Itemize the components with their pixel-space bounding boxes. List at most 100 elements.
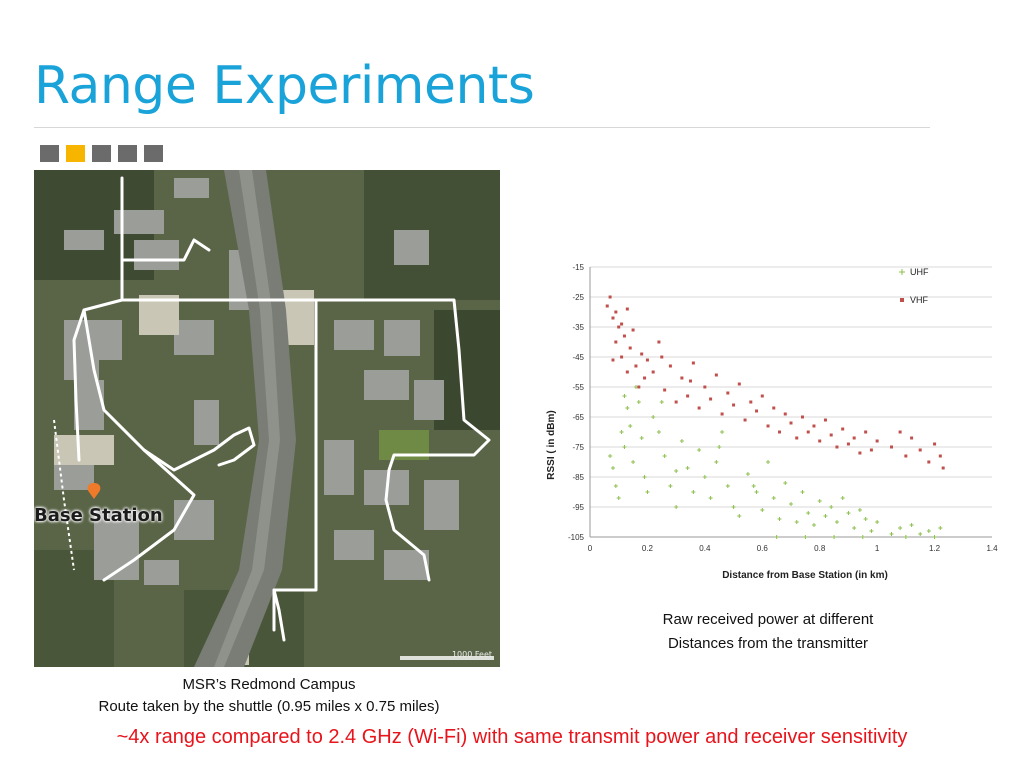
- map-caption-line1: MSR’s Redmond Campus: [182, 676, 356, 693]
- chart-point-vhf: [818, 439, 822, 443]
- chart-point-vhf: [927, 460, 931, 464]
- chart-point-uhf: [745, 472, 750, 476]
- chart-point-vhf: [643, 376, 647, 380]
- chart-point-uhf: [674, 505, 679, 509]
- chart-point-uhf: [783, 481, 788, 485]
- chart-point-uhf: [725, 484, 730, 488]
- chart-point-uhf: [823, 514, 828, 518]
- chart-y-tick-label: -105: [568, 533, 585, 542]
- chart-point-uhf: [774, 535, 779, 539]
- chart-point-uhf: [834, 520, 839, 524]
- progress-square-active: [66, 145, 85, 162]
- base-station-pin-icon: [87, 483, 101, 499]
- chart-point-vhf: [689, 379, 692, 383]
- chart-point-vhf: [846, 442, 850, 446]
- chart-point-uhf: [679, 439, 684, 443]
- chart-point-vhf: [680, 376, 684, 380]
- chart-point-uhf: [616, 496, 621, 500]
- map-caption: MSR’s Redmond Campus Route taken by the …: [34, 674, 504, 718]
- chart-point-vhf: [772, 406, 776, 410]
- chart-point-uhf: [610, 466, 615, 470]
- chart-x-axis-label: Distance from Base Station (in km): [722, 570, 888, 581]
- aerial-map-image: [34, 170, 500, 667]
- chart-point-uhf: [625, 406, 630, 410]
- chart-point-uhf: [829, 505, 834, 509]
- chart-point-vhf: [898, 430, 902, 434]
- chart-point-vhf: [631, 328, 635, 332]
- chart-point-vhf: [614, 310, 618, 314]
- chart-points: [605, 295, 945, 539]
- chart-point-vhf: [611, 316, 615, 320]
- chart-legend: UHF VHF: [899, 267, 929, 305]
- chart-x-tick-label: 1.2: [929, 544, 941, 553]
- chart-point-vhf: [800, 415, 804, 419]
- chart-point-uhf: [800, 490, 805, 494]
- chart-point-uhf: [875, 520, 880, 524]
- chart-point-uhf: [811, 523, 816, 527]
- chart-point-vhf: [933, 442, 937, 446]
- chart-point-uhf: [938, 526, 943, 530]
- chart-y-tick-label: -55: [572, 383, 584, 392]
- chart-point-vhf: [841, 427, 845, 431]
- map-scale-label: 1000 Feet: [451, 650, 492, 659]
- chart-point-vhf: [657, 340, 661, 344]
- chart-point-vhf: [890, 445, 893, 449]
- chart-x-tick-label: 1.4: [986, 544, 998, 553]
- chart-x-tick-label: 1: [875, 544, 880, 553]
- chart-point-uhf: [613, 484, 618, 488]
- chart-point-vhf: [852, 436, 856, 440]
- chart-point-vhf: [691, 361, 695, 365]
- chart-point-uhf: [932, 535, 937, 539]
- chart-point-vhf: [703, 385, 707, 389]
- chart-point-vhf: [918, 448, 922, 452]
- chart-point-uhf: [622, 445, 627, 449]
- progress-square: [118, 145, 137, 162]
- chart-caption-line2: Distances from the transmitter: [667, 635, 869, 652]
- chart-gridlines: [589, 266, 992, 538]
- chart-point-uhf: [789, 502, 793, 506]
- chart-point-uhf: [817, 499, 822, 503]
- chart-point-uhf: [771, 496, 776, 500]
- chart-point-vhf: [617, 325, 621, 329]
- chart-y-tick-label: -45: [572, 353, 584, 362]
- chart-point-vhf: [686, 394, 690, 398]
- chart-point-vhf: [783, 412, 787, 416]
- chart-x-tick-label: 0.2: [642, 544, 654, 553]
- chart-x-tick-label: 0.6: [757, 544, 769, 553]
- chart-point-uhf: [708, 496, 713, 500]
- chart-point-uhf: [656, 430, 661, 434]
- chart-point-vhf: [749, 400, 753, 404]
- base-station-label: Base Station: [34, 505, 163, 526]
- slide-progress-indicator: [40, 145, 163, 162]
- chart-point-vhf: [634, 364, 638, 368]
- chart-point-vhf: [651, 370, 655, 374]
- chart-y-tick-label: -25: [572, 293, 584, 302]
- chart-point-vhf: [732, 403, 736, 407]
- chart-point-vhf: [720, 412, 724, 416]
- chart-point-vhf: [823, 418, 827, 422]
- chart-point-uhf: [926, 529, 931, 533]
- chart-point-uhf: [832, 535, 837, 539]
- chart-point-vhf: [614, 340, 618, 344]
- chart-point-uhf: [918, 532, 923, 536]
- chart-legend-item: VHF: [900, 295, 929, 305]
- slide-title: Range Experiments: [34, 56, 535, 116]
- chart-point-vhf: [645, 358, 649, 362]
- chart-point-vhf: [640, 352, 644, 356]
- chart-point-vhf: [910, 436, 914, 440]
- chart-y-tick-label: -85: [572, 473, 584, 482]
- chart-y-tick-label: -95: [572, 503, 584, 512]
- chart-point-vhf: [806, 430, 810, 434]
- chart-point-uhf: [674, 469, 679, 473]
- chart-point-vhf: [789, 421, 793, 425]
- rssi-scatter-chart: -15-25-35-45-55-65-75-85-95-105 0 0.2 0.4 0…: [546, 263, 998, 581]
- campus-aerial-map: Base Station 1000 Feet: [34, 170, 500, 667]
- chart-point-vhf: [714, 373, 718, 377]
- chart-legend-item: UHF: [899, 267, 929, 277]
- chart-point-vhf: [869, 448, 873, 452]
- chart-point-vhf: [660, 355, 664, 359]
- chart-point-vhf: [835, 445, 839, 449]
- chart-point-uhf: [619, 430, 624, 434]
- chart-point-uhf: [909, 523, 914, 527]
- chart-point-uhf: [869, 529, 874, 533]
